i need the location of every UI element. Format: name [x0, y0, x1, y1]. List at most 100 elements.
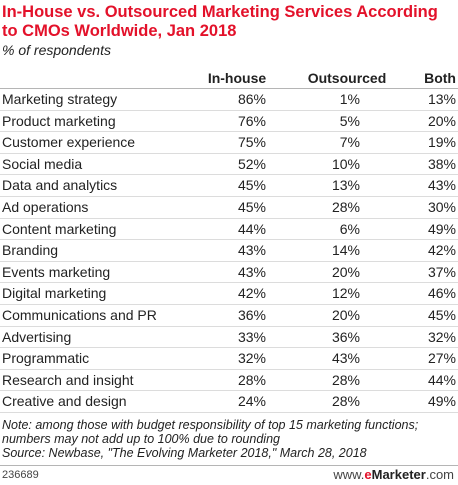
table-row: Events marketing 43% 20% 37%: [0, 262, 458, 284]
chart-title: In-House vs. Outsourced Marketing Servic…: [2, 3, 438, 40]
outsourced-value: 1%: [339, 91, 360, 107]
row-label: Social media: [2, 155, 83, 172]
both-value: 42%: [427, 242, 456, 259]
outsourced-value: 28%: [331, 371, 360, 388]
both-value: 49%: [427, 220, 456, 237]
both-value: 46%: [427, 285, 456, 302]
table-row: Content marketing 44% 6% 49%: [0, 219, 458, 241]
row-label: Ad operations: [2, 198, 89, 215]
table-row: Branding 43% 14% 42%: [0, 240, 458, 262]
table-row: Marketing strategy 86% 1% 13%: [0, 89, 458, 111]
row-divider: [0, 174, 458, 176]
row-label: Digital marketing: [2, 285, 107, 302]
footer-divider: [0, 465, 458, 466]
outsourced-value: 28%: [331, 393, 360, 410]
row-divider: [0, 368, 458, 370]
table-row: Research and insight 28% 28% 44%: [0, 370, 458, 392]
row-label: Product marketing: [2, 112, 116, 129]
row-label: Data and analytics: [2, 177, 118, 194]
header-divider: [0, 88, 458, 89]
row-label: Events marketing: [2, 263, 111, 280]
in-house-value: 76%: [237, 112, 266, 129]
table-row: Advertising 33% 36% 32%: [0, 327, 458, 349]
in-house-value: 42%: [237, 285, 266, 302]
both-value: 19%: [427, 134, 456, 151]
table-row: Programmatic 32% 43% 27%: [0, 348, 458, 370]
footnote-note: Note: among those with budget responsibi…: [2, 418, 419, 446]
brand-e: e: [364, 467, 372, 482]
outsourced-value: 7%: [339, 134, 360, 151]
table-row: Ad operations 45% 28% 30%: [0, 197, 458, 219]
row-label: Customer experience: [2, 134, 136, 151]
row-label: Content marketing: [2, 220, 117, 237]
in-house-value: 24%: [237, 393, 266, 410]
row-label: Marketing strategy: [2, 91, 118, 107]
outsourced-value: 10%: [331, 155, 360, 172]
both-value: 13%: [427, 91, 456, 107]
table-row: Data and analytics 45% 13% 43%: [0, 175, 458, 197]
brand-logo: www.eMarketer.com: [333, 467, 454, 482]
row-divider: [0, 131, 458, 133]
chart-id: 236689: [2, 469, 39, 481]
table-row: Communications and PR 36% 20% 45%: [0, 305, 458, 327]
brand-name: Marketer: [371, 467, 426, 482]
in-house-value: 36%: [237, 306, 266, 323]
row-divider: [0, 411, 458, 413]
row-label: Research and insight: [2, 371, 134, 388]
both-value: 20%: [427, 112, 456, 129]
both-value: 43%: [427, 177, 456, 194]
outsourced-value: 20%: [331, 263, 360, 280]
in-house-value: 44%: [237, 220, 266, 237]
row-divider: [0, 303, 458, 305]
row-label: Advertising: [2, 328, 72, 345]
outsourced-value: 6%: [339, 220, 360, 237]
row-divider: [0, 152, 458, 154]
in-house-value: 43%: [237, 263, 266, 280]
row-label: Programmatic: [2, 350, 90, 367]
outsourced-value: 43%: [331, 350, 360, 367]
both-value: 32%: [427, 328, 456, 345]
column-header-in-house: In-house: [207, 70, 267, 86]
in-house-value: 75%: [237, 134, 266, 151]
row-divider: [0, 390, 458, 392]
row-divider: [0, 217, 458, 219]
brand-domain: .com: [425, 467, 454, 482]
both-value: 27%: [427, 350, 456, 367]
in-house-value: 52%: [237, 155, 266, 172]
row-divider: [0, 347, 458, 349]
outsourced-value: 13%: [331, 177, 360, 194]
row-divider: [0, 239, 458, 241]
row-label: Branding: [2, 242, 59, 259]
table-row: Digital marketing 42% 12% 46%: [0, 283, 458, 305]
in-house-value: 28%: [237, 371, 266, 388]
both-value: 45%: [427, 306, 456, 323]
row-divider: [0, 325, 458, 327]
in-house-value: 45%: [237, 198, 266, 215]
both-value: 44%: [427, 371, 456, 388]
outsourced-value: 36%: [331, 328, 360, 345]
table-row: Product marketing 76% 5% 20%: [0, 111, 458, 133]
table-row: Creative and design 24% 28% 49%: [0, 391, 458, 413]
both-value: 49%: [427, 393, 456, 410]
both-value: 38%: [427, 155, 456, 172]
brand-prefix: www.: [333, 467, 365, 482]
in-house-value: 33%: [237, 328, 266, 345]
in-house-value: 32%: [237, 350, 266, 367]
table-row: Social media 52% 10% 38%: [0, 154, 458, 176]
chart-subtitle: % of respondents: [2, 42, 111, 58]
in-house-value: 45%: [237, 177, 266, 194]
both-value: 30%: [427, 198, 456, 215]
outsourced-value: 28%: [331, 198, 360, 215]
data-table-body: Marketing strategy 86% 1% 13% Product market…: [0, 89, 458, 413]
row-divider: [0, 282, 458, 284]
in-house-value: 43%: [237, 242, 266, 259]
row-divider: [0, 195, 458, 197]
column-header-outsourced: Outsourced: [307, 70, 387, 86]
row-divider: [0, 260, 458, 262]
row-label: Creative and design: [2, 393, 127, 410]
row-divider: [0, 109, 458, 111]
row-label: Communications and PR: [2, 306, 157, 323]
outsourced-value: 12%: [331, 285, 360, 302]
outsourced-value: 5%: [339, 112, 360, 129]
table-row: Customer experience 75% 7% 19%: [0, 132, 458, 154]
